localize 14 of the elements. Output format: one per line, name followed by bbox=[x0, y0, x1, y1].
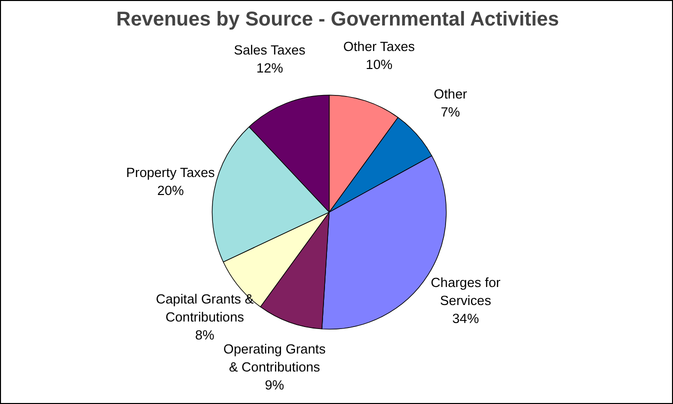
data-label: 7% bbox=[440, 104, 460, 120]
slice-label: Operating Grants & Contributions bbox=[223, 342, 326, 375]
slice-label: Property Taxes bbox=[126, 164, 216, 180]
slice-label: Charges for Services bbox=[430, 274, 501, 308]
slice-label: Sales Taxes bbox=[234, 42, 306, 58]
data-label: 12% bbox=[256, 60, 284, 76]
data-label: 10% bbox=[366, 56, 393, 72]
data-label: 34% bbox=[452, 310, 480, 326]
chart-title: Revenues by Source - Governmental Activities bbox=[116, 8, 560, 30]
data-label: 9% bbox=[264, 378, 284, 393]
slice-label: Other Taxes bbox=[343, 38, 416, 54]
data-label: 8% bbox=[195, 328, 215, 343]
slice-label: Other bbox=[434, 86, 468, 102]
data-label: 20% bbox=[157, 182, 184, 198]
